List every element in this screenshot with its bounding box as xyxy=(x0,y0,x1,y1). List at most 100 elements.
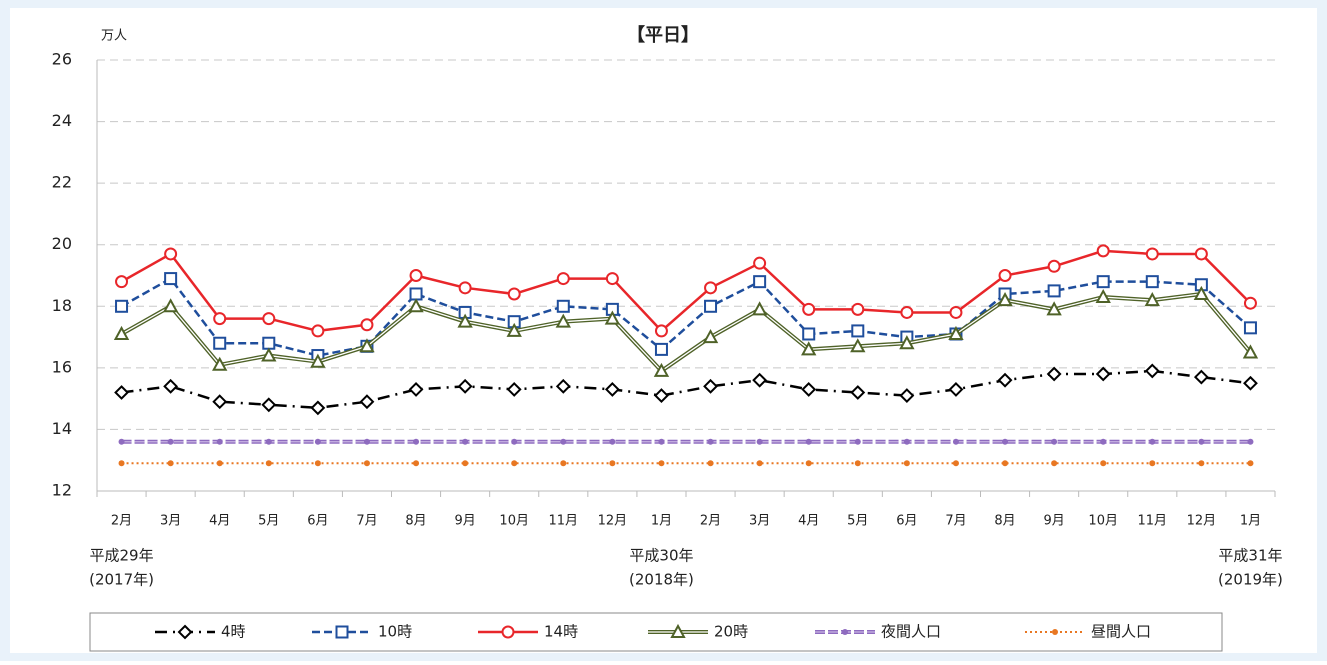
marker xyxy=(703,378,718,394)
marker xyxy=(261,347,277,362)
marker xyxy=(805,460,812,467)
marker xyxy=(262,312,276,326)
marker xyxy=(1095,366,1111,382)
marker xyxy=(511,460,518,467)
marker xyxy=(756,438,763,445)
x-tick-label: 5月 xyxy=(847,514,868,529)
marker xyxy=(360,318,374,332)
marker xyxy=(948,381,964,397)
legend xyxy=(89,612,1223,652)
marker xyxy=(311,324,325,338)
x-tick-label: 11月 xyxy=(549,514,579,529)
series-line xyxy=(120,277,1252,357)
marker xyxy=(1002,438,1009,445)
x-tick-label: 7月 xyxy=(356,514,377,529)
legend-label: 14時 xyxy=(544,623,578,641)
marker xyxy=(118,438,125,445)
marker xyxy=(462,460,469,467)
year-sub-label: (2018年) xyxy=(629,571,694,589)
marker xyxy=(753,256,767,270)
marker xyxy=(702,328,719,344)
y-tick-label: 14 xyxy=(52,419,72,438)
marker xyxy=(560,460,567,467)
marker xyxy=(998,269,1012,282)
marker xyxy=(1144,363,1160,379)
marker xyxy=(997,292,1013,307)
marker xyxy=(1145,247,1159,261)
marker xyxy=(115,275,129,289)
legend-label: 20時 xyxy=(714,623,748,641)
x-tick-label: 8月 xyxy=(994,514,1015,529)
marker xyxy=(1002,460,1009,467)
legend-label: 4時 xyxy=(221,623,246,641)
marker xyxy=(707,460,714,467)
marker xyxy=(805,438,812,445)
marker xyxy=(851,324,865,338)
marker xyxy=(949,305,963,319)
marker xyxy=(457,378,473,394)
marker xyxy=(654,388,669,403)
marker xyxy=(413,460,420,467)
x-tick-label: 2月 xyxy=(111,514,132,529)
x-tick-label: 2月 xyxy=(700,514,721,529)
year-sub-label: (2019年) xyxy=(1218,571,1283,589)
x-tick-label: 4月 xyxy=(798,514,819,529)
marker xyxy=(851,302,865,316)
marker xyxy=(113,325,130,340)
y-tick-label: 22 xyxy=(52,173,72,192)
year-label: 平成30年 xyxy=(629,547,693,565)
marker xyxy=(707,438,714,445)
marker xyxy=(262,336,276,350)
marker xyxy=(164,272,178,286)
marker xyxy=(952,460,959,467)
marker xyxy=(163,378,179,394)
marker xyxy=(850,338,866,353)
marker xyxy=(899,388,915,403)
marker xyxy=(1193,285,1210,300)
marker xyxy=(1149,460,1156,467)
marker xyxy=(265,460,272,467)
marker xyxy=(359,338,375,353)
marker xyxy=(1242,344,1259,359)
marker xyxy=(903,438,910,445)
marker xyxy=(1046,366,1062,382)
marker xyxy=(654,342,668,356)
marker xyxy=(609,438,616,445)
x-tick-label: 3月 xyxy=(749,514,770,529)
series-line xyxy=(120,249,1252,333)
x-tick-label: 12月 xyxy=(1187,514,1217,529)
marker xyxy=(756,460,763,467)
marker xyxy=(409,269,423,282)
series-line-inner xyxy=(121,293,1251,372)
x-tick-label: 7月 xyxy=(945,514,966,529)
legend-label: 10時 xyxy=(378,623,412,641)
marker xyxy=(462,438,469,445)
marker xyxy=(900,305,914,319)
marker xyxy=(801,381,817,397)
marker xyxy=(408,298,424,313)
marker xyxy=(1194,247,1208,261)
marker xyxy=(555,378,571,394)
series-line xyxy=(121,369,1251,410)
marker xyxy=(458,281,472,295)
marker xyxy=(363,438,370,445)
marker xyxy=(560,438,567,445)
marker xyxy=(1193,369,1209,385)
marker xyxy=(658,438,665,445)
marker xyxy=(854,438,861,445)
marker xyxy=(903,460,910,467)
legend-label: 夜間人口 xyxy=(881,623,941,641)
marker xyxy=(413,438,420,445)
marker xyxy=(213,336,227,350)
marker xyxy=(213,312,227,326)
marker xyxy=(654,324,668,338)
marker xyxy=(310,353,326,368)
marker xyxy=(802,327,816,341)
marker xyxy=(1052,629,1058,635)
marker xyxy=(753,275,767,289)
marker xyxy=(1145,275,1159,289)
marker xyxy=(335,625,349,639)
marker xyxy=(1198,460,1205,467)
marker xyxy=(1149,438,1156,445)
